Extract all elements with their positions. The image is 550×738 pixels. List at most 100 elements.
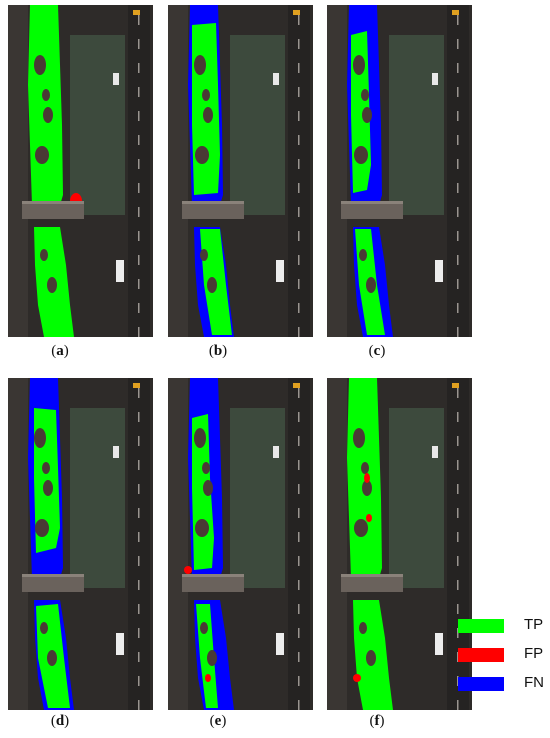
non-water-patch (366, 650, 376, 666)
lane-mark (457, 604, 459, 614)
vehicle (133, 383, 140, 388)
non-water-patch (362, 107, 372, 123)
lane-mark (457, 532, 459, 542)
lane-mark (457, 460, 459, 470)
lane-mark (457, 15, 459, 25)
bridge (341, 574, 403, 592)
lane-mark (298, 532, 300, 542)
aerial-image-c (327, 5, 472, 337)
tree-strip (389, 35, 444, 215)
lane-mark (298, 652, 300, 662)
lane-mark (298, 231, 300, 241)
non-water-patch (366, 277, 376, 293)
lane-mark (298, 436, 300, 446)
lane-mark (457, 231, 459, 241)
caption-c: (c) (368, 343, 386, 359)
bridge-edge (182, 201, 244, 204)
lane-mark (457, 676, 459, 686)
caption-f: (f) (369, 713, 385, 729)
aerial-image-b (168, 5, 313, 337)
non-water-patch (359, 622, 367, 634)
non-water-patch (194, 55, 206, 75)
aerial-image-e (168, 378, 313, 710)
lane-mark (138, 231, 140, 241)
non-water-patch (43, 107, 53, 123)
lane-mark (138, 700, 140, 710)
lane-mark (457, 255, 459, 265)
lane-mark (298, 327, 300, 337)
lane-mark (138, 207, 140, 217)
vehicle (293, 10, 300, 15)
lane-mark (138, 484, 140, 494)
fp-mark (366, 514, 372, 522)
right-road (288, 378, 310, 710)
lane-mark (298, 580, 300, 590)
car (273, 446, 279, 458)
non-water-patch (34, 55, 46, 75)
non-water-patch (362, 480, 372, 496)
lane-mark (457, 111, 459, 121)
lane-mark (298, 388, 300, 398)
car (432, 73, 438, 85)
left-buildings (327, 5, 347, 337)
bridge (182, 201, 244, 219)
lane-mark (298, 279, 300, 289)
tree-strip (230, 408, 285, 588)
legend-swatch-fp (458, 648, 504, 662)
lane-mark (138, 628, 140, 638)
non-water-patch (34, 428, 46, 448)
panel-d (8, 378, 153, 710)
caption-b: (b) (208, 343, 228, 359)
non-water-patch (361, 462, 369, 474)
lane-mark (138, 135, 140, 145)
fp-mark (205, 674, 211, 682)
non-water-patch (359, 249, 367, 261)
lane-mark (298, 207, 300, 217)
panel-b (168, 5, 313, 337)
lane-mark (138, 279, 140, 289)
river-top (28, 5, 63, 205)
non-water-patch (194, 428, 206, 448)
non-water-patch (354, 519, 368, 537)
non-water-patch (354, 146, 368, 164)
lane-mark (457, 63, 459, 73)
lane-mark (457, 279, 459, 289)
tree-strip (230, 35, 285, 215)
aerial-image-d (8, 378, 153, 710)
lane-mark (457, 183, 459, 193)
lane-mark (138, 327, 140, 337)
non-water-patch (195, 146, 209, 164)
left-buildings (327, 378, 347, 710)
caption-e: (e) (209, 713, 227, 729)
lane-mark (298, 87, 300, 97)
bridge (182, 574, 244, 592)
lane-mark (457, 628, 459, 638)
bus (276, 633, 284, 655)
lane-mark (298, 628, 300, 638)
bridge (22, 574, 84, 592)
lane-mark (138, 255, 140, 265)
bridge-edge (22, 201, 84, 204)
left-buildings (8, 5, 28, 337)
lane-mark (138, 460, 140, 470)
tree-strip (70, 408, 125, 588)
non-water-patch (353, 428, 365, 448)
aerial-image-a (8, 5, 153, 337)
panel-c (327, 5, 472, 337)
non-water-patch (35, 146, 49, 164)
legend-label-fp: FP (524, 645, 544, 662)
lane-mark (138, 39, 140, 49)
non-water-patch (42, 462, 50, 474)
lane-mark (457, 412, 459, 422)
lane-mark (298, 15, 300, 25)
lane-mark (298, 484, 300, 494)
non-water-patch (42, 89, 50, 101)
non-water-patch (43, 480, 53, 496)
aerial-image-f (327, 378, 472, 710)
car (273, 73, 279, 85)
non-water-patch (203, 107, 213, 123)
non-water-patch (40, 249, 48, 261)
bridge (22, 201, 84, 219)
lane-mark (298, 700, 300, 710)
legend-swatch-tp (458, 619, 504, 633)
